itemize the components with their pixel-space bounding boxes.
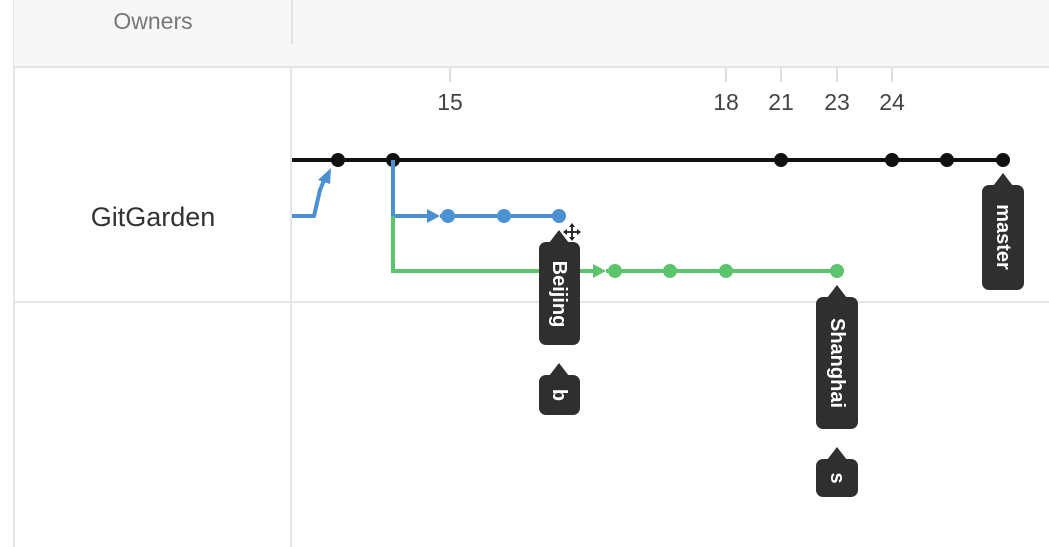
row-divider [14,301,1049,303]
tag-b[interactable]: b [539,363,580,415]
tick-label-15: 15 [437,89,463,115]
tick-label-21: 21 [768,89,794,115]
tag-beijing[interactable]: Beijing [539,230,580,345]
beijing-arrow-head [427,209,440,223]
tag-label-s: s [826,472,848,483]
table-left-border [13,0,15,547]
tick-label-23: 23 [824,89,850,115]
tag-label-beijing: Beijing [548,261,570,328]
header-column-divider [291,0,293,44]
branch-shanghai [391,216,844,278]
commit-dot[interactable] [719,264,733,278]
commit-dot[interactable] [331,153,345,167]
commit-dot[interactable] [885,153,899,167]
tag-label-b: b [548,389,570,401]
branch-master [292,153,1010,167]
tag-label-shanghai: Shanghai [826,318,848,408]
merge-arrow-head [318,168,331,184]
commit-dot[interactable] [663,264,677,278]
shanghai-arrow-head [593,264,606,278]
commit-dot[interactable] [996,153,1010,167]
tag-label-master: master [992,204,1014,270]
commit-dot[interactable] [497,209,511,223]
move-cursor-icon [563,223,581,241]
owner-column-divider [290,68,292,547]
commit-dot[interactable] [552,209,566,223]
owners-column-header[interactable]: Owners [113,8,193,34]
tick-label-24: 24 [879,89,905,115]
commit-dot[interactable] [441,209,455,223]
commit-dot[interactable] [830,264,844,278]
time-axis: 15 18 21 23 24 [437,68,905,115]
tag-shanghai[interactable]: Shanghai [816,285,858,429]
tag-s[interactable]: s [816,447,858,497]
branch-beijing [391,160,566,223]
commit-dot[interactable] [774,153,788,167]
commit-dot[interactable] [608,264,622,278]
tick-label-18: 18 [713,89,739,115]
incoming-merge-edge [292,168,331,218]
table-header-row: Owners [14,0,1049,68]
tag-master[interactable]: master [982,173,1024,290]
owner-name-gitgarden[interactable]: GitGarden [90,202,216,232]
commit-dot[interactable] [940,153,954,167]
